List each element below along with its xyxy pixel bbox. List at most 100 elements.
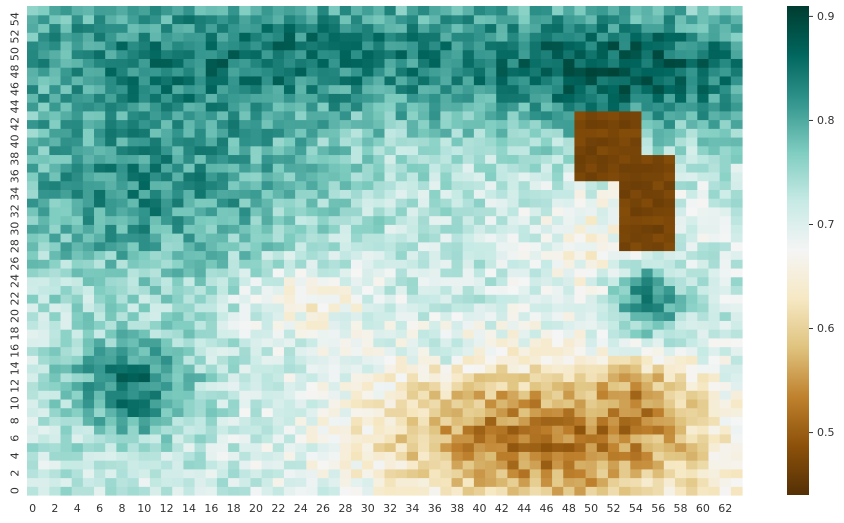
heatmap-cell: [462, 163, 475, 173]
heatmap-cell: [384, 451, 397, 461]
heatmap-cell: [496, 189, 508, 199]
heatmap-cell: [585, 451, 598, 461]
heatmap-cell: [272, 355, 285, 365]
heatmap-cell: [574, 390, 587, 400]
heatmap-cell: [295, 154, 307, 164]
heatmap-cell: [518, 337, 531, 348]
heatmap-cell: [295, 364, 307, 374]
y-tick-label: 0: [9, 487, 22, 494]
heatmap-cell: [596, 425, 609, 435]
heatmap-cell: [507, 14, 520, 25]
heatmap-cell: [697, 337, 710, 348]
heatmap-cell: [295, 407, 307, 418]
heatmap-cell: [641, 329, 654, 339]
heatmap-cell: [350, 58, 363, 68]
heatmap-cell: [730, 355, 743, 365]
heatmap-cell: [350, 468, 363, 479]
heatmap-cell: [462, 346, 475, 356]
heatmap-cell: [686, 40, 698, 51]
heatmap-cell: [529, 311, 542, 321]
heatmap-cell: [574, 468, 587, 479]
heatmap-cell: [60, 40, 73, 51]
heatmap-cell: [529, 285, 542, 295]
heatmap-cell: [228, 180, 240, 190]
heatmap-cell: [71, 49, 84, 59]
heatmap-cell: [306, 451, 319, 461]
heatmap-cell: [384, 337, 397, 348]
heatmap-cell: [250, 128, 263, 138]
heatmap-cell: [116, 390, 129, 400]
heatmap-cell: [451, 425, 464, 435]
heatmap-cell: [283, 145, 296, 156]
heatmap-cell: [94, 285, 106, 295]
heatmap-cell: [607, 390, 620, 400]
heatmap-cell: [607, 67, 620, 77]
heatmap-cell: [283, 311, 296, 321]
heatmap-cell: [261, 110, 274, 121]
heatmap-cell: [49, 337, 62, 348]
heatmap-cell: [261, 171, 274, 182]
heatmap-cell: [216, 372, 229, 383]
heatmap-cell: [496, 180, 508, 190]
heatmap-cell: [496, 14, 508, 25]
heatmap-cell: [261, 93, 274, 103]
y-tick-label: 40: [9, 134, 22, 148]
heatmap-cell: [540, 128, 553, 138]
heatmap-cell: [350, 84, 363, 94]
y-tick-label: 46: [9, 82, 22, 96]
heatmap-cell: [552, 250, 564, 260]
heatmap-cell: [507, 215, 520, 225]
heatmap-cell: [451, 32, 464, 42]
heatmap-cell: [496, 49, 508, 59]
heatmap-cell: [239, 224, 252, 234]
heatmap-cell: [261, 180, 274, 190]
heatmap-cell: [406, 67, 419, 77]
heatmap-cell: [94, 468, 106, 479]
heatmap-cell: [27, 128, 39, 138]
heatmap-cell: [496, 84, 508, 94]
heatmap-cell: [697, 180, 710, 190]
heatmap-cell: [261, 364, 274, 374]
heatmap-cell: [339, 241, 352, 252]
heatmap-cell: [161, 372, 173, 383]
heatmap-cell: [261, 67, 274, 77]
heatmap-cell: [149, 329, 162, 339]
heatmap-cell: [194, 233, 207, 243]
heatmap-cell: [674, 241, 687, 252]
heatmap-cell: [38, 67, 50, 77]
heatmap-cell: [518, 486, 531, 496]
heatmap-cell: [328, 398, 341, 409]
heatmap-cell: [395, 259, 408, 269]
heatmap-cell: [630, 337, 643, 348]
heatmap-cell: [295, 233, 307, 243]
heatmap-cell: [697, 259, 710, 269]
heatmap-cell: [116, 206, 129, 217]
heatmap-cell: [485, 381, 497, 391]
heatmap-cell: [317, 198, 330, 208]
heatmap-cell: [730, 84, 743, 94]
heatmap-cell: [708, 329, 721, 339]
heatmap-cell: [406, 259, 419, 269]
heatmap-cell: [27, 224, 39, 234]
heatmap-cell: [585, 6, 598, 16]
heatmap-cell: [105, 224, 117, 234]
heatmap-cell: [719, 442, 732, 452]
heatmap-cell: [373, 320, 386, 330]
heatmap-cell: [697, 67, 710, 77]
heatmap-cell: [373, 40, 386, 51]
heatmap-cell: [350, 224, 363, 234]
heatmap-cell: [708, 198, 721, 208]
heatmap-cell: [395, 75, 408, 86]
heatmap-cell: [529, 67, 542, 77]
heatmap-cell: [149, 189, 162, 199]
heatmap-cell: [607, 136, 620, 147]
heatmap-cell: [172, 128, 184, 138]
heatmap-cell: [82, 84, 95, 94]
heatmap-cell: [585, 14, 598, 25]
heatmap-cell: [306, 294, 319, 304]
heatmap-cell: [485, 40, 497, 51]
heatmap-cell: [306, 40, 319, 51]
heatmap-cell: [71, 224, 84, 234]
heatmap-cell: [94, 136, 106, 147]
heatmap-cell: [596, 259, 609, 269]
